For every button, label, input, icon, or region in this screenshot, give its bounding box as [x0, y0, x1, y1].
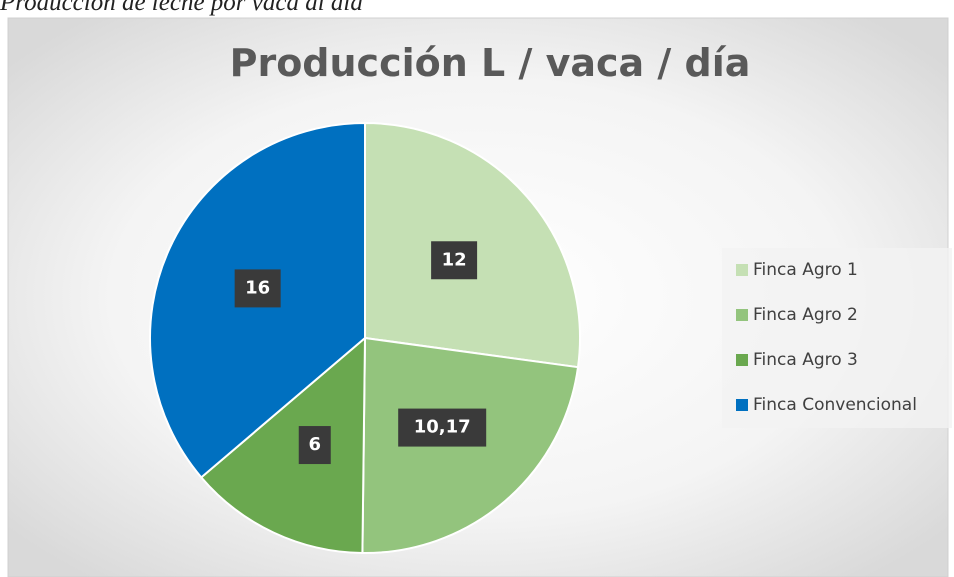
legend-swatch	[736, 309, 748, 321]
legend-label: Finca Convencional	[753, 395, 917, 415]
legend-swatch	[736, 264, 748, 276]
data-label-box	[431, 241, 478, 280]
data-label: 6	[308, 434, 321, 455]
data-label: 12	[442, 249, 467, 270]
legend-swatch	[736, 354, 748, 366]
legend-label: Finca Agro 3	[753, 350, 858, 370]
chart-title: Producción L / vaca / día	[230, 41, 751, 85]
data-label-box	[234, 269, 281, 308]
data-label: 16	[245, 277, 270, 298]
data-label: 10,17	[414, 417, 471, 438]
legend-box	[722, 248, 952, 428]
legend-label: Finca Agro 1	[753, 260, 858, 280]
legend-label: Finca Agro 2	[753, 305, 858, 325]
legend-swatch	[736, 399, 748, 411]
caption: Producción de leche por vaca al día	[0, 0, 363, 16]
data-label-box	[398, 408, 487, 447]
pie-slice	[199, 335, 367, 554]
data-label-box	[298, 426, 331, 465]
